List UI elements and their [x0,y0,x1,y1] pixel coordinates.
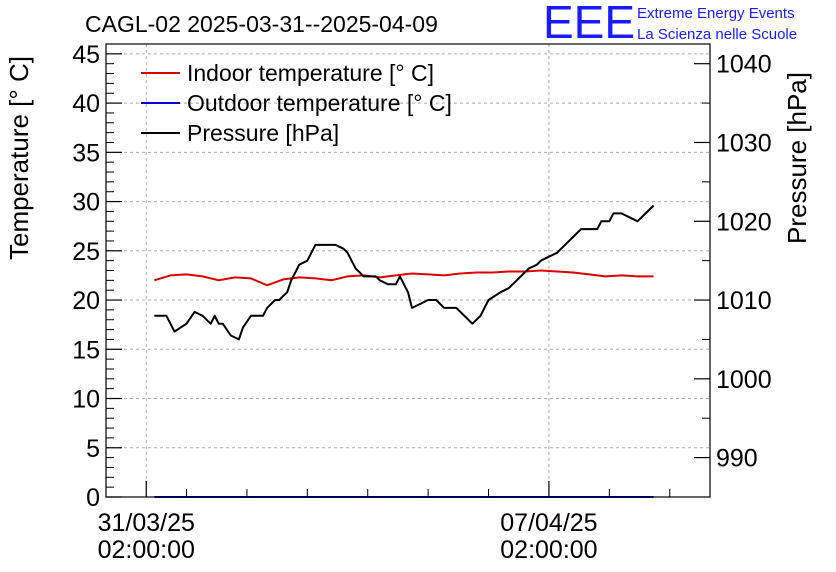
legend-label: Pressure [hPa] [187,120,339,146]
y-axis-left-label: Temperature [° C] [4,56,34,260]
y2-tick-label: 1000 [716,366,772,394]
y-tick-label: 0 [86,484,100,512]
y-tick-label: 20 [72,287,100,315]
plot-axes: 0 5 10 15 20 25 30 35 40 45 990 1000 1010 1020 1030 104… [72,41,771,564]
eee-logo-line1: Extreme Energy Events [637,5,795,22]
eee-logo-line2: La Scienza nelle Scuole [637,26,797,43]
legend: Indoor temperature [° C] Outdoor temperat… [141,60,452,146]
eee-logo-mark: EEE [543,0,635,48]
x-tick-label-time: 02:00:00 [98,536,195,564]
y-axis-right-label: Pressure [hPa] [782,72,812,244]
indoor-temperature-line [154,269,654,287]
y-tick-label: 15 [72,336,100,364]
legend-item-outdoor: Outdoor temperature [° C] [141,90,452,116]
y-tick-label: 25 [72,238,100,266]
y-tick-label: 30 [72,189,100,217]
legend-item-pressure: Pressure [hPa] [141,120,339,146]
y-tick-label: 10 [72,386,100,414]
plot-grid [106,44,710,497]
chart-title: CAGL-02 2025-03-31--2025-04-09 [85,11,438,37]
legend-label: Outdoor temperature [° C] [187,90,452,116]
y2-tick-label: 1030 [716,129,772,157]
x-tick-label-time: 02:00:00 [500,536,597,564]
y-tick-label: 45 [72,41,100,69]
y-tick-label: 40 [72,90,100,118]
y2-tick-label: 1040 [716,51,772,79]
x-tick-label-date: 31/03/25 [98,509,195,537]
eee-logo: EEE Extreme Energy Events La Scienza nel… [543,0,797,48]
pressure-line [154,204,655,341]
legend-item-indoor: Indoor temperature [° C] [141,60,434,86]
legend-label: Indoor temperature [° C] [187,60,434,86]
y-tick-label: 5 [86,435,100,463]
y2-tick-label: 1010 [716,287,772,315]
y2-tick-label: 1020 [716,208,772,236]
x-tick-label-date: 07/04/25 [500,509,597,537]
y2-tick-label: 990 [716,445,758,473]
y-tick-label: 35 [72,139,100,167]
